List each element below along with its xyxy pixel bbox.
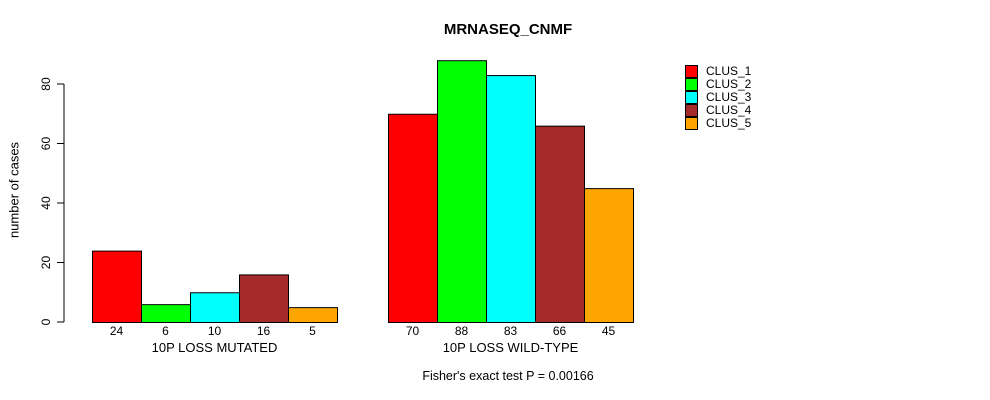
y-tick-label: 0 xyxy=(39,318,53,325)
legend-swatch-clus_2 xyxy=(685,78,698,91)
legend-label: CLUS_4 xyxy=(706,103,752,117)
bar-clus_2-group2 xyxy=(437,60,487,323)
legend-item-clus_2: CLUS_2 xyxy=(685,78,751,91)
y-tick-label: 60 xyxy=(39,137,53,151)
legend-item-clus_4: CLUS_4 xyxy=(685,104,751,117)
y-tick-label: 40 xyxy=(39,196,53,210)
axis-labels: 24 6 10 16 5 10P LOSS MUTATED 70 88 83 66 45 10P LO… xyxy=(110,324,616,355)
y-axis: 0 20 40 60 80 xyxy=(39,77,65,325)
bar-clus_5-group1 xyxy=(288,307,338,323)
legend-swatch-clus_4 xyxy=(685,104,698,117)
caption-fisher-test: Fisher's exact test P = 0.00166 xyxy=(422,369,594,383)
bar-value-label: 24 xyxy=(110,324,124,338)
legend-item-clus_3: CLUS_3 xyxy=(685,91,751,104)
bar-value-label: 88 xyxy=(455,324,469,338)
bar-clus_2-group1 xyxy=(141,304,191,323)
bar-clus_3-group2 xyxy=(486,75,536,323)
bar-value-label: 45 xyxy=(602,324,616,338)
bar-clus_4-group2 xyxy=(535,125,585,324)
bar-value-label: 66 xyxy=(553,324,567,338)
bar-value-label: 10 xyxy=(208,324,222,338)
y-tick-label: 20 xyxy=(39,256,53,270)
x-group-label: 10P LOSS MUTATED xyxy=(152,340,278,355)
bar-clus_4-group1 xyxy=(239,274,289,323)
bars xyxy=(92,60,634,324)
legend-swatch-clus_1 xyxy=(685,65,698,78)
chart-title: MRNASEQ_CNMF xyxy=(443,21,573,38)
legend-swatch-clus_5 xyxy=(685,117,698,130)
y-tick-label: 80 xyxy=(39,77,53,91)
bar-value-label: 70 xyxy=(406,324,420,338)
legend-label: CLUS_1 xyxy=(706,64,752,78)
legend-label: CLUS_3 xyxy=(706,90,752,104)
x-group-label: 10P LOSS WILD-TYPE xyxy=(443,340,579,355)
bar-clus_5-group2 xyxy=(584,188,634,323)
bar-clus_1-group2 xyxy=(388,113,438,323)
legend-item-clus_5: CLUS_5 xyxy=(685,117,751,130)
bar-value-label: 16 xyxy=(257,324,271,338)
legend-swatch-clus_3 xyxy=(685,91,698,104)
bar-value-label: 5 xyxy=(309,324,316,338)
bar-value-label: 6 xyxy=(162,324,169,338)
legend: CLUS_1 CLUS_2 CLUS_3 CLUS_4 CLUS_5 xyxy=(685,65,751,130)
bar-clus_3-group1 xyxy=(190,292,240,323)
bar-value-label: 83 xyxy=(504,324,518,338)
legend-item-clus_1: CLUS_1 xyxy=(685,65,751,78)
y-axis-title: number of cases xyxy=(7,141,22,238)
legend-label: CLUS_5 xyxy=(706,116,752,130)
bar-clus_1-group1 xyxy=(92,250,142,324)
legend-label: CLUS_2 xyxy=(706,77,752,91)
